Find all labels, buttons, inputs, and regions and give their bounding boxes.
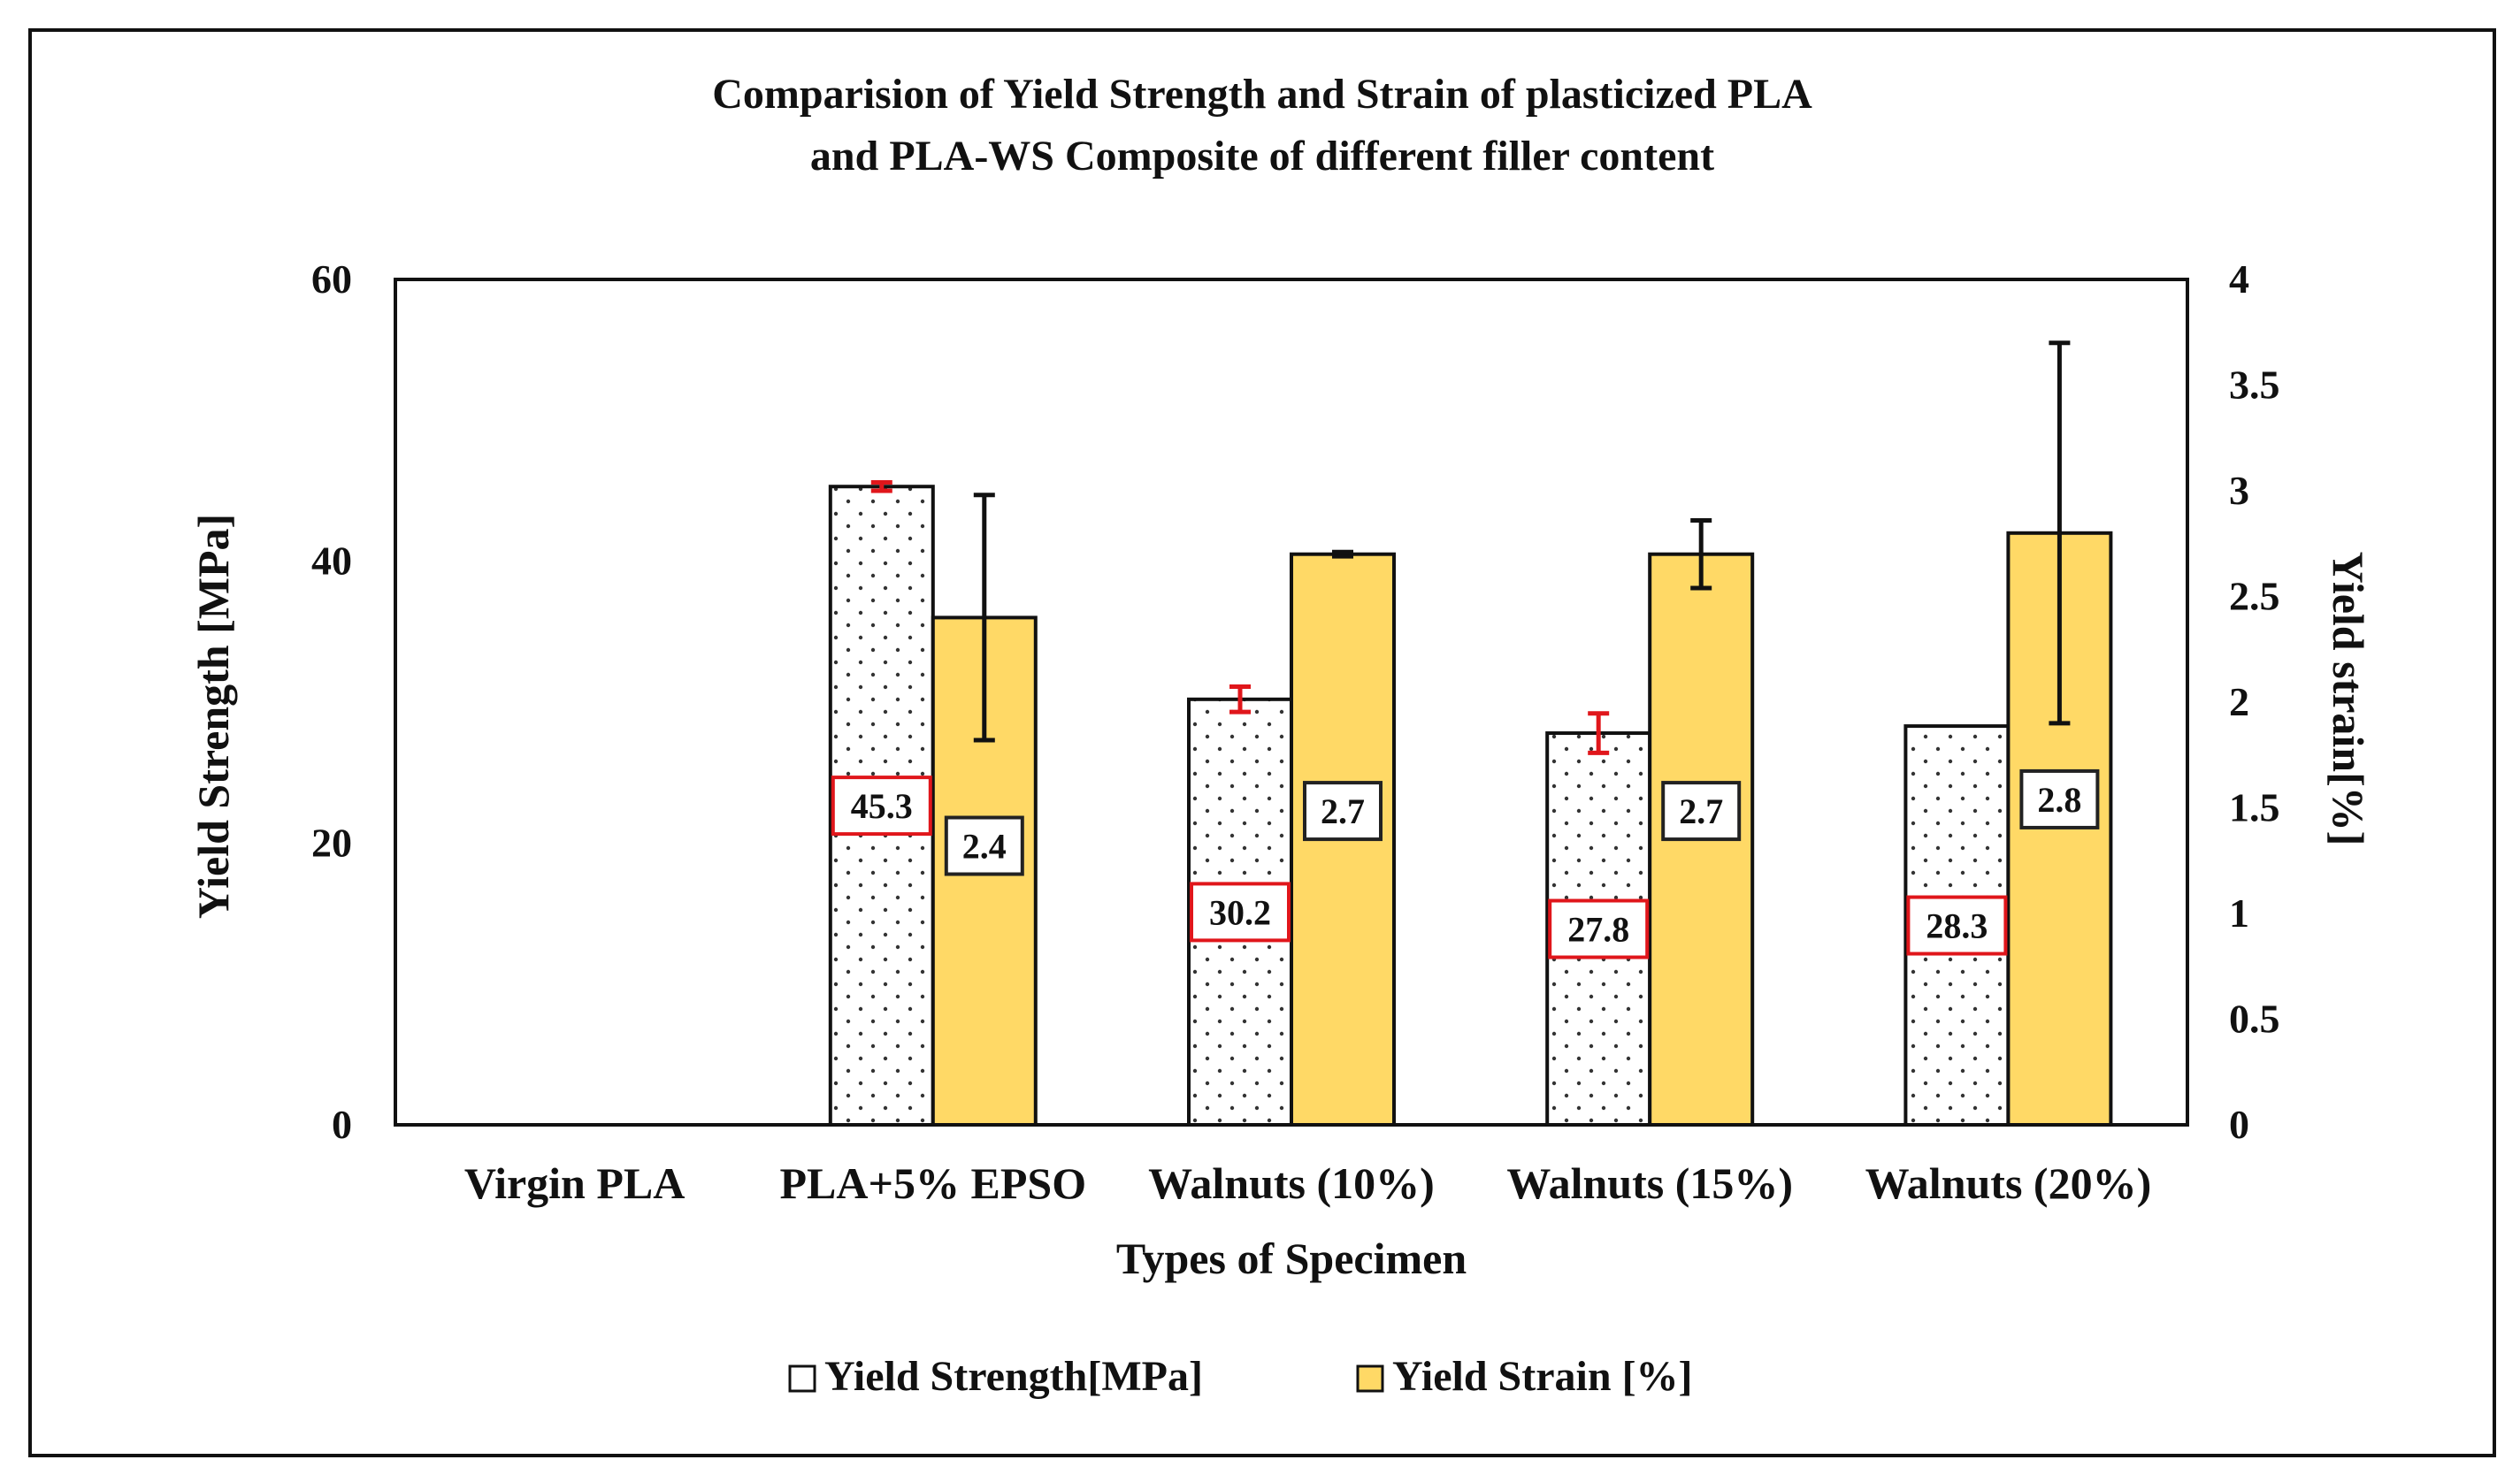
data-label-strain-box bbox=[1303, 781, 1383, 842]
data-label-strain-box bbox=[1661, 781, 1742, 842]
y-tick-label: 60 bbox=[311, 256, 352, 302]
data-label-strength-box bbox=[1906, 895, 2008, 956]
y-tick-label: 40 bbox=[311, 539, 352, 584]
legend-swatch-strength bbox=[788, 1364, 816, 1393]
y2-tick-label: 3 bbox=[2229, 468, 2249, 513]
legend-label-strength: Yield Strength[MPa] bbox=[824, 1353, 1203, 1400]
y2-tick-label: 1 bbox=[2229, 890, 2249, 936]
data-label-strain: 2.4 bbox=[962, 827, 1007, 867]
y2-tick-label: 0.5 bbox=[2229, 997, 2280, 1042]
data-labels: 45.3 2.4 30.2 2.7 27.8 2.7 28.3 2.8 bbox=[831, 768, 2100, 959]
category-label: Walnuts (20%) bbox=[1865, 1158, 2152, 1208]
data-label-strength: 27.8 bbox=[1567, 910, 1629, 950]
bars bbox=[828, 485, 2113, 1127]
legend-swatch-strain bbox=[1356, 1364, 1384, 1393]
y2-tick-label: 2 bbox=[2229, 679, 2249, 724]
data-label-strength: 45.3 bbox=[851, 786, 913, 826]
chart-frame bbox=[28, 28, 2496, 1457]
y2-tick-label: 3.5 bbox=[2229, 363, 2280, 408]
data-label-strength: 28.3 bbox=[1926, 906, 1988, 946]
chart-title-line-2: and PLA-WS Composite of different filler… bbox=[810, 133, 1714, 180]
y-tick-label: 0 bbox=[332, 1102, 352, 1147]
data-label-strength: 30.2 bbox=[1209, 892, 1271, 932]
y2-tick-label: 0 bbox=[2229, 1102, 2249, 1147]
x-axis-title: Types of Specimen bbox=[1116, 1234, 1467, 1283]
data-label-strain-box bbox=[944, 815, 1024, 876]
error-bars bbox=[870, 340, 2071, 755]
data-label-strength-box bbox=[831, 776, 932, 837]
y2-axis-ticks: 0 0.5 1 1.5 2 2.5 3 3.5 4 bbox=[2229, 256, 2280, 1147]
category-label: PLA+5% EPSO bbox=[780, 1158, 1087, 1208]
chart-title-line-1: Comparision of Yield Strength and Strain… bbox=[712, 71, 1812, 118]
y2-axis-title: Yield strain[%] bbox=[2324, 552, 2373, 846]
category-labels: Virgin PLA PLA+5% EPSO Walnuts (10%) Walnut… bbox=[464, 1158, 2151, 1208]
legend-label-strain: Yield Strain [%] bbox=[1392, 1353, 1693, 1400]
data-label-strain: 2.7 bbox=[1321, 791, 1365, 831]
y2-tick-label: 1.5 bbox=[2229, 785, 2280, 830]
category-label: Virgin PLA bbox=[464, 1158, 686, 1208]
data-label-strain: 2.7 bbox=[1679, 791, 1723, 831]
y2-tick-label: 4 bbox=[2229, 256, 2249, 302]
y-axis-ticks: 0 20 40 60 bbox=[311, 256, 352, 1147]
category-label: Walnuts (10%) bbox=[1148, 1158, 1435, 1208]
category-label: Walnuts (15%) bbox=[1506, 1158, 1793, 1208]
data-label-strain: 2.8 bbox=[2037, 780, 2081, 820]
y-tick-label: 20 bbox=[311, 820, 352, 865]
y2-tick-label: 2.5 bbox=[2229, 574, 2280, 619]
data-label-strength-box bbox=[1548, 898, 1650, 959]
data-label-strength-box bbox=[1190, 882, 1291, 943]
data-label-strain-box bbox=[2019, 768, 2100, 829]
legend: Yield Strength[MPa] Yield Strain [%] bbox=[788, 1353, 1693, 1400]
y-axis-title: Yield Strength [MPa] bbox=[188, 514, 238, 919]
